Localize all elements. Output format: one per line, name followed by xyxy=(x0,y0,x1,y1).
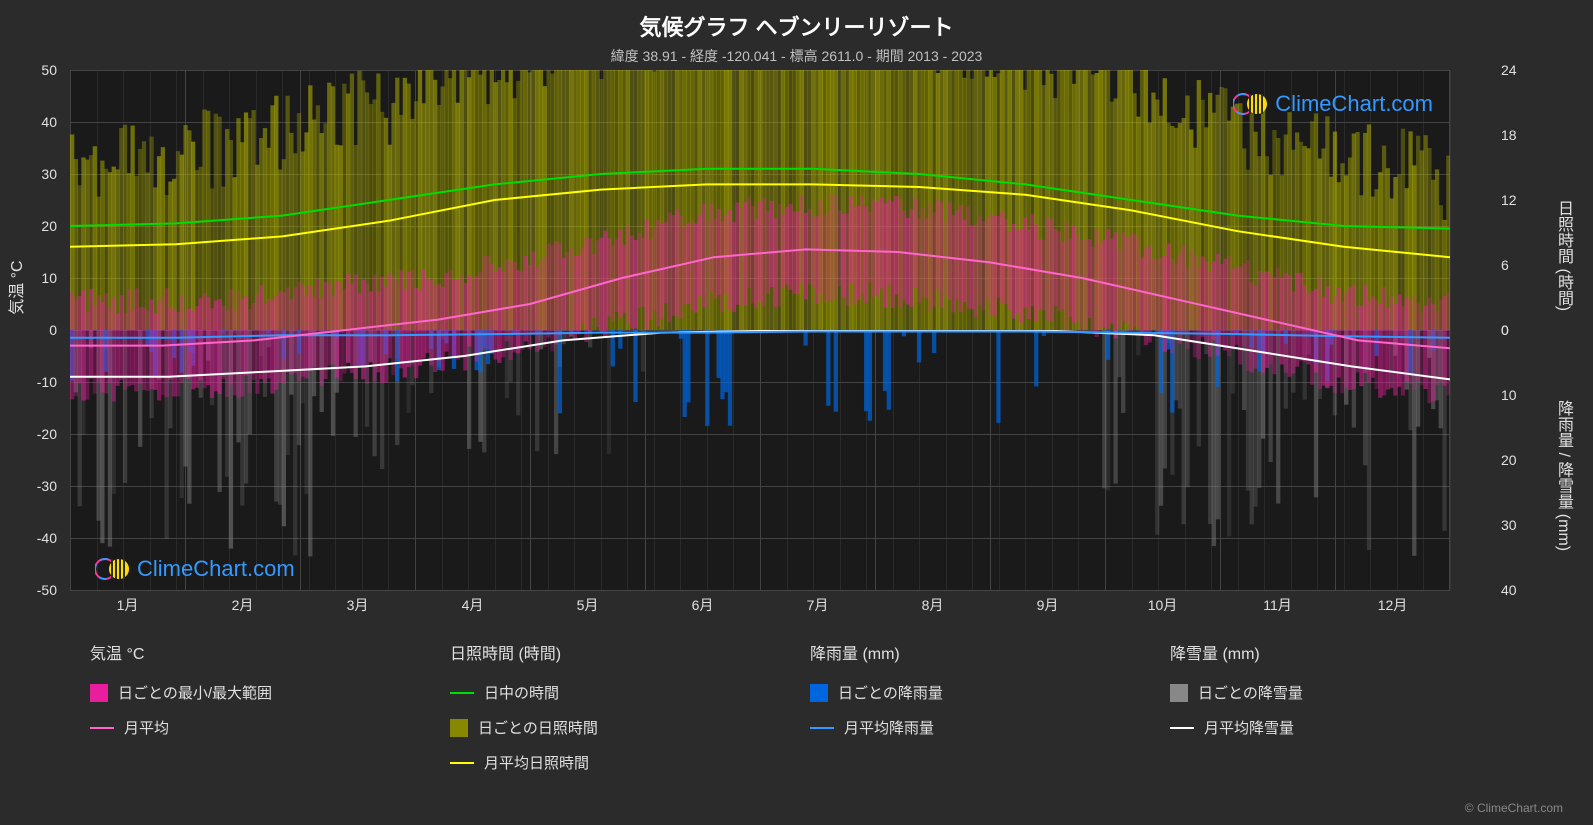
y-tick-right-precip: 30 xyxy=(1501,517,1517,533)
watermark-logo-icon xyxy=(95,555,131,583)
legend-header: 気温 °C xyxy=(90,640,410,664)
y-tick-left: -10 xyxy=(37,374,57,390)
legend-group: 気温 °C 日ごとの最小/最大範囲月平均 xyxy=(90,640,410,773)
y-tick-right-sunshine: 6 xyxy=(1501,257,1509,273)
legend-item: 日ごとの降雨量 xyxy=(810,682,1130,703)
y-tick-left: -20 xyxy=(37,426,57,442)
legend-label: 日ごとの日照時間 xyxy=(478,717,598,738)
legend-label: 日ごとの降雪量 xyxy=(1198,682,1303,703)
legend-header: 降雨量 (mm) xyxy=(810,640,1130,664)
y-axis-left: -50-40-30-20-1001020304050 xyxy=(0,70,65,590)
watermark-bottom: ClimeChart.com xyxy=(95,555,295,583)
y-tick-right-sunshine: 12 xyxy=(1501,192,1517,208)
legend-line-icon xyxy=(1170,727,1194,729)
legend-label: 月平均日照時間 xyxy=(484,752,589,773)
plot-area xyxy=(70,70,1450,590)
watermark-top: ClimeChart.com xyxy=(1233,90,1433,118)
y-tick-left: 50 xyxy=(41,62,57,78)
chart-title: 気候グラフ ヘブンリーリゾート xyxy=(0,0,1593,42)
x-tick-month: 7月 xyxy=(807,595,829,615)
legend-swatch-icon xyxy=(90,684,108,702)
x-tick-month: 5月 xyxy=(577,595,599,615)
legend-line-icon xyxy=(810,727,834,729)
legend-item: 日中の時間 xyxy=(450,682,770,703)
legend-line-icon xyxy=(90,727,114,729)
x-tick-month: 4月 xyxy=(462,595,484,615)
y-axis-right: 06121824010203040 xyxy=(1493,70,1593,590)
legend-item: 月平均降雪量 xyxy=(1170,717,1490,738)
legend-swatch-icon xyxy=(810,684,828,702)
attribution: © ClimeChart.com xyxy=(1465,801,1563,815)
x-tick-month: 12月 xyxy=(1378,595,1408,615)
y-tick-right-precip: 0 xyxy=(1501,322,1509,338)
y-tick-left: 20 xyxy=(41,218,57,234)
legend-line-icon xyxy=(450,762,474,764)
legend-label: 月平均降雨量 xyxy=(844,717,934,738)
y-tick-right-sunshine: 18 xyxy=(1501,127,1517,143)
watermark-text: ClimeChart.com xyxy=(137,556,295,582)
legend-label: 月平均降雪量 xyxy=(1204,717,1294,738)
y-tick-left: 30 xyxy=(41,166,57,182)
y-tick-right-precip: 40 xyxy=(1501,582,1517,598)
legend-item: 日ごとの最小/最大範囲 xyxy=(90,682,410,703)
legend-header: 降雪量 (mm) xyxy=(1170,640,1490,664)
legend-label: 日ごとの降雨量 xyxy=(838,682,943,703)
y-tick-left: 10 xyxy=(41,270,57,286)
y-tick-left: -40 xyxy=(37,530,57,546)
legend-label: 月平均 xyxy=(124,717,169,738)
x-tick-month: 10月 xyxy=(1148,595,1178,615)
chart-container: 気候グラフ ヘブンリーリゾート 緯度 38.91 - 経度 -120.041 -… xyxy=(0,0,1593,825)
y-tick-left: 0 xyxy=(49,322,57,338)
legend-swatch-icon xyxy=(1170,684,1188,702)
y-tick-left: -50 xyxy=(37,582,57,598)
legend-group: 降雪量 (mm) 日ごとの降雪量月平均降雪量 xyxy=(1170,640,1490,773)
legend-item: 日ごとの日照時間 xyxy=(450,717,770,738)
watermark-logo-icon xyxy=(1233,90,1269,118)
legend-group: 日照時間 (時間) 日中の時間日ごとの日照時間月平均日照時間 xyxy=(450,640,770,773)
x-tick-month: 9月 xyxy=(1037,595,1059,615)
x-axis: 1月 2月 3月 4月 5月 6月 7月 8月 9月 10月 11月 12月 xyxy=(70,595,1450,625)
y-tick-left: 40 xyxy=(41,114,57,130)
y-tick-right-precip: 20 xyxy=(1501,452,1517,468)
x-tick-month: 2月 xyxy=(232,595,254,615)
legend-item: 日ごとの降雪量 xyxy=(1170,682,1490,703)
y-tick-left: -30 xyxy=(37,478,57,494)
x-tick-month: 11月 xyxy=(1263,595,1292,615)
x-tick-month: 8月 xyxy=(922,595,944,615)
legend-line-icon xyxy=(450,692,474,694)
legend-swatch-icon xyxy=(450,719,468,737)
watermark-text: ClimeChart.com xyxy=(1275,91,1433,117)
legend-label: 日中の時間 xyxy=(484,682,559,703)
legend-label: 日ごとの最小/最大範囲 xyxy=(118,682,272,703)
legend-item: 月平均 xyxy=(90,717,410,738)
legend-item: 月平均日照時間 xyxy=(450,752,770,773)
legend-header: 日照時間 (時間) xyxy=(450,640,770,664)
legend-item: 月平均降雨量 xyxy=(810,717,1130,738)
x-tick-month: 3月 xyxy=(347,595,369,615)
x-tick-month: 1月 xyxy=(117,595,139,615)
legend-group: 降雨量 (mm) 日ごとの降雨量月平均降雨量 xyxy=(810,640,1130,773)
chart-subtitle: 緯度 38.91 - 経度 -120.041 - 標高 2611.0 - 期間 … xyxy=(0,42,1593,66)
x-tick-month: 6月 xyxy=(692,595,714,615)
y-tick-right-precip: 10 xyxy=(1501,387,1517,403)
legend-container: 気温 °C 日ごとの最小/最大範囲月平均 日照時間 (時間) 日中の時間日ごとの日照時… xyxy=(90,640,1490,773)
y-tick-right-sunshine: 24 xyxy=(1501,62,1517,78)
